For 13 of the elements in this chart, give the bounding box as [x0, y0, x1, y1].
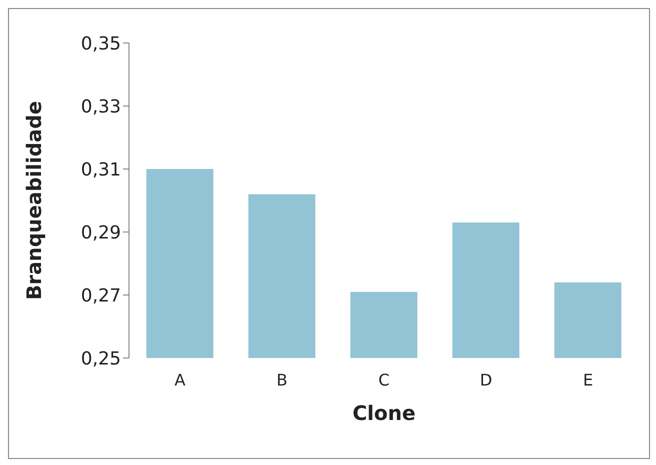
x-tick-label: A: [174, 370, 186, 390]
y-tick-label: 0,25: [80, 348, 121, 370]
x-tick-label: D: [480, 370, 492, 390]
y-tick-label: 0,35: [80, 33, 121, 54]
x-axis-title: Clone: [352, 401, 416, 425]
x-tick-label: E: [582, 370, 594, 390]
x-tick-label: B: [276, 370, 288, 390]
y-tick-label: 0,33: [80, 96, 121, 118]
y-tick-label: 0,27: [80, 285, 121, 306]
y-axis-title: Branqueabilidade: [22, 100, 46, 300]
y-tick-label: 0,31: [80, 159, 121, 180]
x-tick-label: C: [378, 370, 390, 390]
y-tick-label: 0,29: [80, 222, 121, 244]
